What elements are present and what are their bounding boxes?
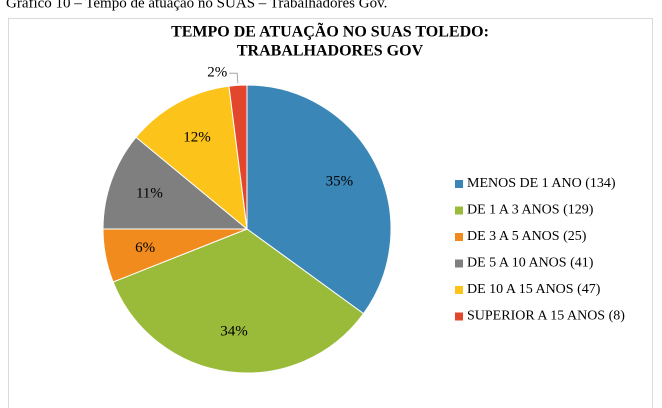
legend-label: DE 10 A 15 ANOS (47) (467, 282, 601, 297)
chart-title: TEMPO DE ATUAÇÃO NO SUAS TOLEDO: (171, 22, 489, 41)
legend-swatch (455, 286, 463, 294)
caption: Gráfico 10 – Tempo de atuação no SUAS – … (6, 0, 387, 11)
data-label: 2% (207, 65, 227, 81)
pie-slice (246, 84, 392, 315)
legend-label: DE 5 A 10 ANOS (41) (467, 256, 594, 271)
legend-label: MENOS DE 1 ANO (134) (467, 176, 616, 191)
legend-label: DE 3 A 5 ANOS (25) (467, 229, 587, 244)
pie-slice (102, 136, 249, 230)
pie-slice (228, 84, 248, 230)
legend-swatch (455, 180, 463, 188)
legend-swatch (455, 206, 463, 215)
legend-swatch (455, 312, 463, 321)
pie-slice (135, 85, 248, 231)
data-label: 34% (220, 323, 248, 339)
data-label: 12% (183, 130, 211, 146)
data-label: 35% (326, 173, 354, 189)
legend-label: DE 1 A 3 ANOS (129) (467, 203, 594, 218)
legend-swatch (455, 259, 463, 268)
data-label: 6% (135, 240, 155, 256)
legend-label: SUPERIOR A 15 ANOS (8) (467, 309, 625, 324)
data-label: 11% (136, 185, 163, 201)
legend-swatch (455, 233, 463, 241)
chart-title: TRABALHADORES GOV (237, 43, 424, 60)
leader-line (229, 72, 239, 84)
pie-slice (112, 228, 365, 374)
